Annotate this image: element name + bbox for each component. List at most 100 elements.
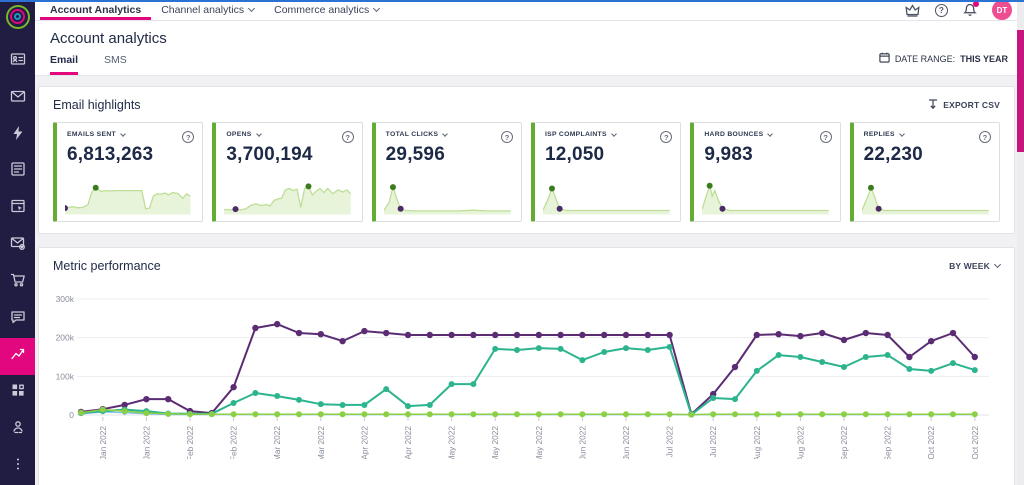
crown-icon[interactable]: [905, 3, 920, 17]
email-highlights-panel: Email highlights EXPORT CSV EMAILS SENT …: [38, 86, 1015, 234]
chevron-down-icon: [248, 4, 256, 13]
landing-page-icon: [10, 198, 26, 219]
help-icon[interactable]: ?: [341, 131, 354, 143]
chevron-down-icon: [767, 130, 774, 137]
metric-label: ISP COMPLAINTS: [544, 131, 607, 138]
metric-selector[interactable]: TOTAL CLICKS: [385, 130, 449, 138]
avatar[interactable]: DT: [992, 0, 1012, 20]
sidebar-item-automation[interactable]: [0, 117, 35, 154]
lightning-icon: [10, 125, 26, 146]
article-icon: [10, 161, 26, 182]
sidebar-item-contacts[interactable]: [0, 43, 35, 80]
date-range-picker[interactable]: DATE RANGE: THIS YEAR: [879, 52, 1008, 65]
metric-sparkline: [702, 182, 830, 215]
metric-value: 3,700,194: [226, 144, 313, 165]
help-icon[interactable]: ?: [819, 131, 832, 143]
export-icon: [928, 98, 938, 112]
email-settings-icon: [10, 235, 26, 256]
tab-email[interactable]: Email: [50, 54, 79, 75]
svg-text:17th Oct 2022: 17th Oct 2022: [970, 426, 980, 459]
help-icon[interactable]: ?: [182, 131, 195, 143]
content-area: Email highlights EXPORT CSV EMAILS SENT …: [35, 76, 1024, 485]
metric-label: REPLIES: [863, 131, 895, 138]
metric-card: EMAILS SENT ? 6,813,263: [53, 122, 204, 222]
nav-label: Channel analytics: [161, 4, 245, 16]
bell-icon[interactable]: [963, 1, 979, 17]
sidebar-item-account[interactable]: [0, 411, 35, 448]
section-title-metric-performance: Metric performance: [53, 259, 161, 273]
svg-text:0: 0: [69, 410, 74, 420]
svg-text:30th May 2022: 30th May 2022: [534, 426, 544, 459]
scrollbar-thumb[interactable]: [1017, 30, 1024, 152]
sidebar-item-ecommerce[interactable]: [0, 264, 35, 301]
nav-channel-analytics[interactable]: Channel analytics: [151, 0, 264, 20]
help-icon[interactable]: ?: [500, 131, 513, 143]
performance-line-chart: 0 100k 200k 300k 10th Jan 2022 24th Jan 2022 7…: [56, 294, 989, 459]
series-teal-line: [80, 345, 976, 416]
svg-text:2nd May 2022: 2nd May 2022: [447, 426, 457, 459]
notification-dot: [973, 1, 979, 7]
chevron-down-icon: [442, 130, 449, 137]
metric-selector[interactable]: OPENS: [226, 130, 262, 138]
nav-label: Account Analytics: [50, 4, 142, 16]
sidebar-item-content[interactable]: [0, 153, 35, 190]
metric-cards-row: EMAILS SENT ? 6,813,263 OPENS ? 3,700,19…: [53, 122, 1000, 222]
brand-logo-icon[interactable]: [5, 5, 30, 29]
svg-text:27th Jun 2022: 27th Jun 2022: [621, 426, 631, 459]
sidebar-item-analytics[interactable]: [0, 337, 35, 375]
nav-commerce-analytics[interactable]: Commerce analytics: [264, 0, 389, 20]
svg-text:3rd Oct 2022: 3rd Oct 2022: [926, 426, 936, 459]
interval-selector[interactable]: BY WEEK: [949, 260, 1002, 271]
sidebar-item-apps[interactable]: [0, 375, 35, 412]
section-title-email-highlights: Email highlights: [53, 98, 141, 112]
chat-icon: [10, 309, 26, 330]
series-purple-line: [80, 323, 976, 416]
metric-selector[interactable]: HARD BOUNCES: [704, 130, 774, 138]
sidebar-item-campaign-settings[interactable]: [0, 227, 35, 264]
page-title: Account analytics: [50, 30, 167, 47]
metric-label: EMAILS SENT: [67, 131, 116, 138]
metric-selector[interactable]: EMAILS SENT: [67, 130, 126, 138]
tab-sms[interactable]: SMS: [104, 54, 127, 66]
svg-text:200k: 200k: [56, 333, 75, 343]
sidebar-item-email[interactable]: [0, 80, 35, 117]
metric-performance-panel: Metric performance BY WEEK 0 100k 200k 300k…: [38, 247, 1015, 485]
main-column: Account Analytics Channel analytics Comm…: [35, 0, 1024, 485]
help-icon[interactable]: ?: [978, 131, 991, 143]
metric-sparkline: [65, 184, 191, 215]
svg-text:21st Feb 2022: 21st Feb 2022: [229, 426, 239, 459]
envelope-icon: [10, 88, 26, 109]
apps-grid-icon: [10, 382, 26, 403]
user-switch-icon: [10, 419, 26, 440]
metric-value: 22,230: [863, 144, 923, 165]
chevron-down-icon: [611, 130, 617, 137]
svg-text:21st Mar 2022: 21st Mar 2022: [316, 426, 326, 459]
sidebar-item-conversations[interactable]: [0, 301, 35, 338]
svg-text:16th May 2022: 16th May 2022: [490, 426, 500, 459]
metric-selector[interactable]: ISP COMPLAINTS: [544, 130, 617, 138]
svg-text:19th Sep 2022: 19th Sep 2022: [883, 426, 893, 459]
help-icon[interactable]: ?: [935, 3, 948, 17]
export-csv-button[interactable]: EXPORT CSV: [928, 98, 1000, 112]
metric-value: 12,050: [544, 144, 605, 165]
svg-text:24th Jan 2022: 24th Jan 2022: [141, 426, 151, 459]
date-range-label: DATE RANGE:: [894, 53, 956, 64]
metric-selector[interactable]: REPLIES: [863, 130, 905, 138]
metric-sparkline: [542, 185, 670, 215]
top-accent-line: [0, 0, 1024, 2]
svg-text:5th Sep 2022: 5th Sep 2022: [839, 426, 849, 459]
metric-card: OPENS ? 3,700,194: [212, 122, 363, 222]
chevron-down-icon: [120, 130, 126, 137]
sidebar-item-more[interactable]: [0, 448, 35, 485]
nav-account-analytics[interactable]: Account Analytics: [40, 0, 152, 20]
calendar-icon: [879, 52, 890, 65]
scrollbar-track[interactable]: [1017, 2, 1024, 485]
chevron-down-icon: [255, 130, 262, 137]
page-header: Account analytics Email SMS DATE RANGE: …: [35, 21, 1024, 76]
sidebar-item-landing-pages[interactable]: [0, 190, 35, 227]
metric-label: TOTAL CLICKS: [385, 131, 439, 138]
svg-text:13th Jun 2022: 13th Jun 2022: [577, 426, 587, 459]
help-icon[interactable]: ?: [660, 131, 673, 143]
svg-text:100k: 100k: [56, 371, 75, 381]
